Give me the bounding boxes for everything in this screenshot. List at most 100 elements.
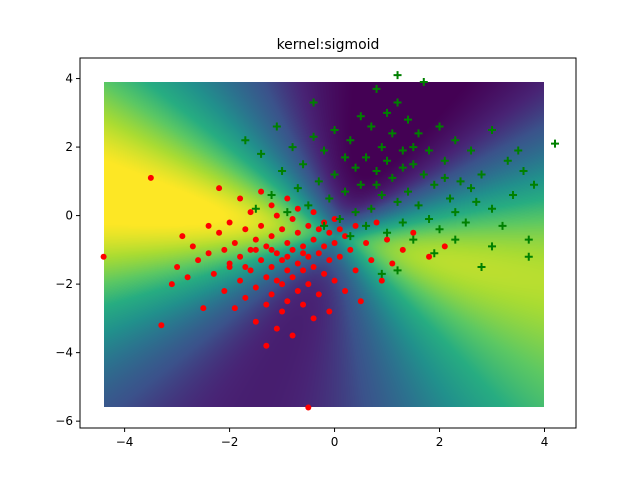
red-dot-point: [289, 274, 296, 281]
green-plus-point: [398, 218, 407, 227]
green-plus-point: [514, 146, 523, 155]
green-plus-point: [425, 146, 434, 155]
green-plus-point: [388, 129, 397, 138]
green-plus-point: [356, 112, 365, 121]
red-dot-point: [273, 250, 280, 257]
red-dot-point: [326, 257, 333, 264]
red-dot-point: [268, 233, 275, 240]
red-dot-point: [410, 229, 417, 236]
green-plus-point: [330, 125, 339, 134]
green-plus-point: [440, 173, 449, 182]
green-plus-point: [467, 184, 476, 193]
green-plus-point: [377, 191, 386, 200]
red-dot-point: [263, 274, 270, 281]
red-dot-point: [284, 253, 291, 260]
green-plus-point: [409, 143, 418, 152]
red-dot-point: [315, 291, 322, 298]
red-dot-point: [252, 318, 259, 325]
red-dot-point: [310, 209, 317, 216]
plot-frame: [79, 57, 577, 429]
green-plus-point: [551, 139, 560, 148]
green-plus-point: [461, 218, 470, 227]
red-dot-point: [289, 246, 296, 253]
green-plus-point: [293, 184, 302, 193]
green-plus-point: [299, 160, 308, 169]
red-dot-point: [352, 222, 359, 229]
red-dot-point: [216, 229, 223, 236]
green-plus-point: [477, 262, 486, 271]
green-plus-point: [377, 269, 386, 278]
red-dot-point: [247, 209, 254, 216]
green-plus-point: [414, 129, 423, 138]
chart-title: kernel:sigmoid: [277, 37, 380, 53]
red-dot-point: [247, 246, 254, 253]
red-dot-point: [284, 195, 291, 202]
red-dot-point: [242, 263, 249, 270]
red-dot-point: [279, 226, 286, 233]
red-dot-point: [258, 188, 265, 195]
green-plus-point: [519, 167, 528, 176]
green-plus-point: [430, 249, 439, 258]
green-plus-point: [440, 156, 449, 165]
green-plus-point: [341, 153, 350, 162]
red-dot-point: [158, 322, 165, 329]
red-dot-point: [195, 257, 202, 264]
red-dot-point: [315, 226, 322, 233]
red-dot-point: [399, 246, 406, 253]
green-plus-point: [467, 146, 476, 155]
red-dot-point: [273, 325, 280, 332]
green-plus-point: [414, 201, 423, 210]
red-dot-point: [300, 243, 307, 250]
green-plus-point: [351, 163, 360, 172]
green-plus-point: [488, 204, 497, 213]
red-dot-point: [263, 301, 270, 308]
red-dot-point: [305, 222, 312, 229]
red-dot-point: [336, 253, 343, 260]
green-plus-point: [393, 98, 402, 107]
green-plus-point: [451, 235, 460, 244]
green-plus-point: [425, 215, 434, 224]
green-plus-point: [367, 204, 376, 213]
red-dot-point: [168, 281, 175, 288]
green-plus-point: [435, 122, 444, 131]
red-dot-point: [336, 226, 343, 233]
green-plus-point: [398, 146, 407, 155]
green-plus-point: [530, 180, 539, 189]
green-plus-point: [372, 180, 381, 189]
red-dot-point: [221, 287, 228, 294]
red-dot-point: [326, 229, 333, 236]
green-plus-point: [393, 197, 402, 206]
red-dot-point: [347, 246, 354, 253]
red-dot-point: [237, 253, 244, 260]
red-dot-point: [258, 257, 265, 264]
y-tick-label: −2: [55, 277, 73, 291]
green-plus-point: [409, 235, 418, 244]
green-plus-point: [367, 122, 376, 131]
green-plus-point: [383, 108, 392, 117]
green-plus-point: [524, 252, 533, 261]
red-dot-point: [273, 277, 280, 284]
y-tick-label: 4: [65, 72, 73, 86]
green-plus-point: [472, 197, 481, 206]
red-dot-point: [326, 308, 333, 315]
red-dot-point: [310, 315, 317, 322]
red-dot-point: [147, 174, 154, 181]
red-dot-point: [268, 263, 275, 270]
green-plus-point: [451, 208, 460, 217]
red-dot-point: [373, 219, 380, 226]
green-plus-point: [314, 177, 323, 186]
red-dot-point: [237, 277, 244, 284]
red-dot-point: [294, 229, 301, 236]
green-plus-point: [325, 194, 334, 203]
green-plus-point: [503, 156, 512, 165]
red-dot-point: [237, 195, 244, 202]
red-dot-point: [300, 301, 307, 308]
green-plus-point: [388, 173, 397, 182]
red-dot-point: [294, 260, 301, 267]
green-plus-point: [419, 170, 428, 179]
red-dot-point: [426, 253, 433, 260]
green-plus-point: [393, 71, 402, 80]
green-plus-point: [383, 156, 392, 165]
green-plus-point: [309, 132, 318, 141]
green-plus-point: [372, 167, 381, 176]
